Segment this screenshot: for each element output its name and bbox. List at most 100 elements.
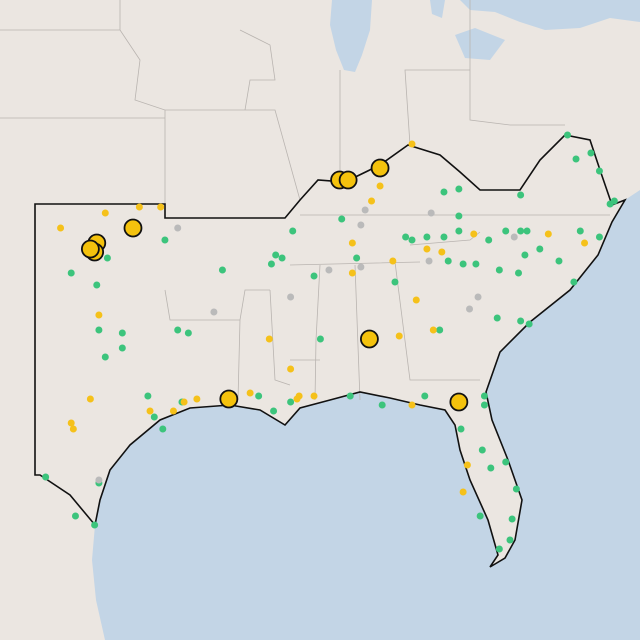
location-point [310,392,318,400]
location-point [246,389,254,397]
location-point [544,230,552,238]
location-point [427,209,435,217]
location-point [272,251,280,259]
location-point [425,257,433,265]
location-point [135,203,143,211]
location-point [536,245,544,253]
location-point [449,392,469,412]
location-point [101,209,109,217]
location-point [278,254,286,262]
location-point [480,392,488,400]
location-point [169,407,177,415]
location-point [493,314,501,322]
location-point [440,188,448,196]
location-point [95,476,103,484]
location-point [123,218,143,238]
location-point [487,464,495,472]
location-point [338,170,358,190]
location-point [502,227,510,235]
location-point [610,197,618,205]
location-point [472,260,480,268]
location-point [118,344,126,352]
location-point [389,257,397,265]
location-point [512,485,520,493]
points [42,131,618,553]
location-point [517,191,525,199]
location-point [265,335,273,343]
location-point [485,236,493,244]
location-point [353,254,361,262]
location-point [572,155,580,163]
location-point [517,317,525,325]
location-point [287,293,295,301]
location-point [570,278,578,286]
location-point [510,233,518,241]
region-outline [34,134,627,568]
location-point [174,224,182,232]
location-point [316,335,324,343]
location-point [287,365,295,373]
location-point [95,326,103,334]
location-point [576,227,584,235]
location-point [91,521,99,529]
location-point [408,401,416,409]
location-point [376,182,384,190]
location-point [255,392,263,400]
location-point [459,488,467,496]
location-point [581,239,589,247]
location-point [476,512,484,520]
location-point [150,413,158,421]
location-point [193,395,201,403]
location-point [455,185,463,193]
location-point [289,227,297,235]
location-point [42,473,50,481]
location-point [57,224,65,232]
location-point [457,425,465,433]
location-point [357,263,365,271]
location-point [438,248,446,256]
location-point [459,260,467,268]
location-point [455,212,463,220]
location-point [378,401,386,409]
location-point [478,446,486,454]
location-point [523,227,531,235]
location-point [423,245,431,253]
location-point [95,311,103,319]
location-point [103,254,111,262]
location-point [466,305,474,313]
location-point [361,206,369,214]
location-point [310,272,318,280]
location-point [219,389,239,409]
location-point [267,260,275,268]
location-point [210,308,218,316]
location-point [463,461,471,469]
location-point [423,233,431,241]
location-point [346,392,354,400]
location-point [293,395,301,403]
location-point [429,326,437,334]
location-point [595,233,603,241]
location-point [440,233,448,241]
location-point [348,239,356,247]
location-point [218,266,226,274]
location-point [144,392,152,400]
location-point [506,536,514,544]
location-point [174,326,182,334]
location-point [146,407,154,415]
location-point [402,233,410,241]
location-point [69,425,77,433]
location-point [80,239,100,259]
location-point [444,257,452,265]
location-point [508,515,516,523]
location-point [67,419,75,427]
location-point [161,236,169,244]
location-point [517,227,525,235]
location-point [67,269,75,277]
location-point [338,215,346,223]
location-point [101,353,109,361]
location-point [184,329,192,337]
state-lines [0,0,610,401]
northern-lakes [430,0,640,60]
